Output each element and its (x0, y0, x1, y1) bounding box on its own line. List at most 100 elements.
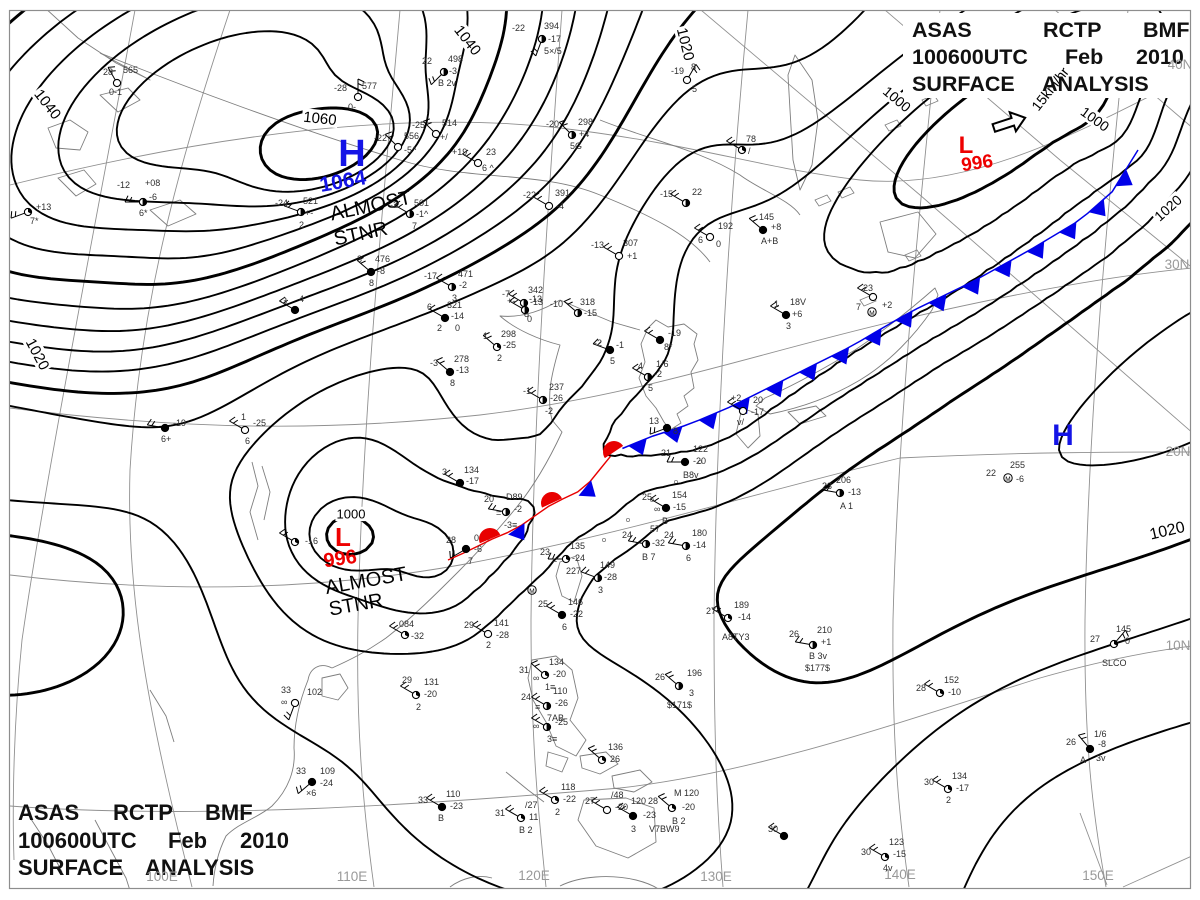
svg-text:+19: +19 (452, 147, 467, 157)
svg-text:+13: +13 (36, 202, 51, 212)
svg-text:3: 3 (786, 321, 791, 331)
svg-text:H: H (1052, 419, 1074, 452)
svg-text:501: 501 (414, 198, 429, 208)
svg-text:7: 7 (468, 556, 473, 566)
svg-text:B8v: B8v (683, 470, 699, 480)
svg-text:476: 476 (375, 254, 390, 264)
svg-text:-19: -19 (671, 66, 684, 76)
svg-text:1000: 1000 (337, 507, 366, 522)
svg-text:307: 307 (623, 238, 638, 248)
svg-text:2010: 2010 (1136, 45, 1184, 69)
svg-text:-28: -28 (496, 630, 509, 640)
svg-text:L: L (335, 522, 351, 552)
svg-text:-19: -19 (668, 328, 681, 338)
svg-text:-10: -10 (948, 687, 961, 697)
svg-text:33: 33 (296, 766, 306, 776)
svg-text:-14: -14 (693, 540, 706, 550)
svg-text:278: 278 (454, 354, 469, 364)
svg-text:-22: -22 (563, 794, 576, 804)
svg-text:227: 227 (566, 566, 581, 576)
svg-text:13: 13 (649, 416, 659, 426)
svg-text:-17: -17 (548, 34, 561, 44)
svg-text:∞: ∞ (533, 673, 539, 683)
svg-text:2: 2 (497, 353, 502, 363)
svg-text:577: 577 (362, 81, 377, 91)
svg-text:-17: -17 (956, 783, 969, 793)
svg-text:5: 5 (610, 356, 615, 366)
svg-text:131: 131 (424, 677, 439, 687)
svg-text:2: 2 (299, 220, 304, 230)
svg-text:-23: -23 (450, 801, 463, 811)
svg-text:298: 298 (501, 329, 516, 339)
svg-text:+08: +08 (145, 178, 160, 188)
svg-text:SURFACE: SURFACE (912, 72, 1015, 96)
svg-text:0: 0 (527, 314, 532, 324)
svg-text:=: = (496, 508, 501, 518)
svg-text:0: 0 (455, 323, 460, 333)
svg-text:-3≡: -3≡ (504, 520, 517, 530)
svg-text:6: 6 (698, 235, 703, 245)
svg-text:RCTP: RCTP (1043, 18, 1102, 42)
svg-text:-2: -2 (459, 280, 467, 290)
svg-text:130E: 130E (700, 869, 732, 884)
svg-text:-2: -2 (545, 406, 553, 416)
svg-text:+1: +1 (821, 637, 831, 647)
svg-text:+4: +4 (579, 129, 589, 139)
svg-text:26: 26 (1066, 737, 1076, 747)
svg-text:-22: -22 (374, 133, 387, 143)
svg-text:+-: +- (507, 296, 515, 306)
svg-text:31: 31 (495, 808, 505, 818)
svg-text:-3: -3 (449, 66, 457, 76)
svg-text:134: 134 (549, 657, 564, 667)
svg-text:556: 556 (404, 131, 419, 141)
svg-text:B: B (438, 813, 444, 823)
svg-text:M 120: M 120 (674, 788, 699, 798)
svg-text:498: 498 (448, 54, 463, 64)
svg-text:210: 210 (817, 625, 832, 635)
svg-text:-13: -13 (591, 240, 604, 250)
svg-text:-22: -22 (523, 190, 536, 200)
svg-text:394: 394 (544, 21, 559, 31)
svg-text:Feb: Feb (1065, 45, 1103, 69)
svg-text:100600UTC: 100600UTC (18, 828, 137, 853)
svg-text:149: 149 (600, 560, 615, 570)
svg-text:-22: -22 (512, 23, 525, 33)
svg-text:23: 23 (486, 147, 496, 157)
svg-text:-28: -28 (334, 83, 347, 93)
svg-text:≡: ≡ (535, 702, 540, 712)
svg-text:2: 2 (416, 702, 421, 712)
svg-text:+2: +2 (882, 300, 892, 310)
svg-text:-13: -13 (530, 297, 543, 307)
svg-text:10N: 10N (1166, 638, 1191, 653)
svg-text:-20: -20 (424, 689, 437, 699)
svg-text:28: 28 (916, 683, 926, 693)
svg-text:30: 30 (861, 847, 871, 857)
svg-text:237: 237 (549, 382, 564, 392)
svg-text:-5: -5 (689, 84, 697, 94)
svg-text:100600UTC: 100600UTC (912, 45, 1028, 69)
svg-text:6: 6 (562, 622, 567, 632)
svg-text:136: 136 (608, 742, 623, 752)
svg-text:Feb: Feb (168, 828, 207, 853)
svg-text:3: 3 (357, 254, 362, 264)
svg-text:-6: -6 (149, 192, 157, 202)
svg-text:6+: 6+ (161, 434, 171, 444)
svg-text:-10: -10 (550, 299, 563, 309)
svg-text:B 2: B 2 (519, 825, 533, 835)
svg-text:∞: ∞ (654, 504, 660, 514)
svg-text:-5^: -5^ (404, 145, 417, 155)
svg-text:-25: -25 (503, 340, 516, 350)
svg-text:27: 27 (585, 796, 595, 806)
svg-text:27: 27 (706, 606, 716, 616)
svg-text:-8: -8 (377, 266, 385, 276)
svg-text:33: 33 (418, 795, 428, 805)
svg-text:084: 084 (399, 619, 414, 629)
svg-text:8*: 8* (664, 342, 673, 352)
svg-text:25: 25 (538, 599, 548, 609)
svg-text:192: 192 (718, 221, 733, 231)
svg-text:-17: -17 (424, 271, 437, 281)
svg-text:1: 1 (774, 299, 779, 309)
svg-text:521: 521 (303, 196, 318, 206)
svg-text:v/: v/ (737, 417, 745, 427)
svg-text:26: 26 (789, 629, 799, 639)
